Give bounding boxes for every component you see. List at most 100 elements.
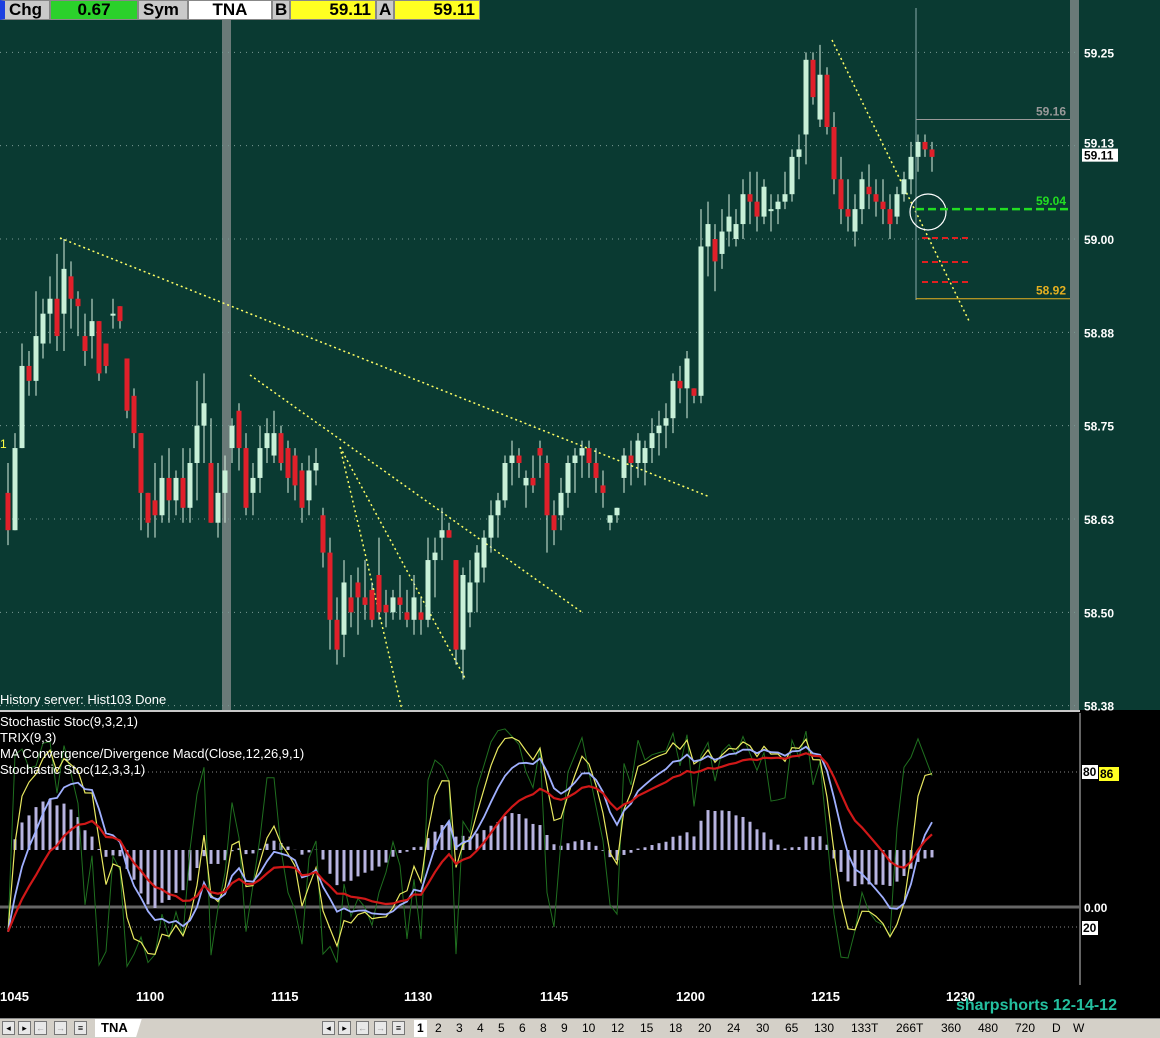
down-candle xyxy=(747,194,753,202)
down-candle xyxy=(453,560,459,650)
down-candle xyxy=(292,455,298,486)
tf-scroll-right-icon[interactable]: → xyxy=(374,1021,387,1035)
timeframe-tab-12[interactable]: 12 xyxy=(611,1021,625,1035)
timeframe-tab-8[interactable]: 8 xyxy=(540,1021,547,1035)
symbol-value[interactable]: TNA xyxy=(188,0,272,20)
x-tick-label: 1145 xyxy=(540,989,568,1004)
down-candle xyxy=(418,612,424,620)
timeframe-tab-5[interactable]: 5 xyxy=(498,1021,505,1035)
up-candle xyxy=(61,268,67,314)
down-candle xyxy=(677,380,683,389)
down-candle xyxy=(397,597,403,605)
down-candle xyxy=(117,306,123,322)
price-panel-bg xyxy=(0,0,1080,710)
up-candle xyxy=(222,470,228,493)
up-candle xyxy=(908,156,914,180)
down-candle xyxy=(68,276,74,299)
indicator-label[interactable]: MA Convergence/Divergence Macd(Close,12,… xyxy=(0,746,305,761)
timeframe-tab-20[interactable]: 20 xyxy=(698,1021,712,1035)
timeframe-tab-65[interactable]: 65 xyxy=(785,1021,799,1035)
down-candle xyxy=(145,492,151,523)
tf-first-icon[interactable]: ◂ xyxy=(322,1021,335,1035)
timeframe-tab-480[interactable]: 480 xyxy=(978,1021,999,1035)
symbol-label: Sym xyxy=(138,0,188,20)
up-candle xyxy=(901,179,907,195)
up-candle xyxy=(215,492,221,523)
down-candle xyxy=(691,388,697,396)
y-tick-label: 58.63 xyxy=(1084,513,1114,527)
indicator-label[interactable]: Stochastic Stoc(12,3,3,1) xyxy=(0,762,146,777)
down-candle xyxy=(124,358,130,411)
down-candle xyxy=(404,612,410,620)
timeframe-tab-30[interactable]: 30 xyxy=(756,1021,770,1035)
down-candle xyxy=(838,179,844,210)
up-candle xyxy=(460,575,466,650)
timeframe-tab-d[interactable]: D xyxy=(1052,1021,1061,1035)
prev-page-icon[interactable]: ▸ xyxy=(18,1021,31,1035)
up-candle xyxy=(614,507,620,516)
timeframe-tab-9[interactable]: 9 xyxy=(561,1021,568,1035)
down-candle xyxy=(278,433,284,463)
timeframe-tab-266t[interactable]: 266T xyxy=(896,1021,924,1035)
up-candle xyxy=(558,492,564,516)
down-candle xyxy=(544,463,550,516)
stoch-fast-label: 80 xyxy=(1083,765,1097,779)
up-candle xyxy=(789,156,795,195)
down-candle xyxy=(600,485,606,493)
up-candle xyxy=(859,179,865,210)
timeframe-tab-360[interactable]: 360 xyxy=(941,1021,962,1035)
down-candle xyxy=(348,597,354,613)
scroll-left-icon[interactable]: ← xyxy=(34,1021,47,1035)
timeframe-tab-6[interactable]: 6 xyxy=(519,1021,526,1035)
bottom-tab-bar: ◂ ▸ ← → ≡ TNA ◂ ▸ ← → ≡ 1 2 3 4 5 6 8 9 10 12 15 18… xyxy=(0,1018,1160,1038)
scroll-right-icon[interactable]: → xyxy=(54,1021,67,1035)
down-candle xyxy=(362,597,368,605)
tf-prev-icon[interactable]: ▸ xyxy=(338,1021,351,1035)
indicator-label[interactable]: TRIX(9,3) xyxy=(0,730,57,745)
down-candle xyxy=(138,433,144,493)
timeframe-tab-24[interactable]: 24 xyxy=(727,1021,741,1035)
up-candle xyxy=(740,194,746,225)
first-page-icon[interactable]: ◂ xyxy=(2,1021,15,1035)
timeframe-tab-w[interactable]: W xyxy=(1073,1021,1085,1035)
down-candle xyxy=(873,194,879,202)
down-candle xyxy=(236,410,242,449)
down-candle xyxy=(299,470,305,508)
down-candle xyxy=(26,365,32,381)
tf-scroll-left-icon[interactable]: ← xyxy=(356,1021,369,1035)
up-candle xyxy=(782,194,788,202)
timeframe-tab-720[interactable]: 720 xyxy=(1015,1021,1036,1035)
up-candle xyxy=(19,365,25,449)
up-candle xyxy=(467,582,473,613)
timeframe-tab-2[interactable]: 2 xyxy=(435,1021,442,1035)
down-candle xyxy=(831,127,837,180)
symbol-tab[interactable]: TNA xyxy=(95,1019,142,1037)
down-candle xyxy=(166,477,172,501)
down-candle xyxy=(810,59,816,98)
up-candle xyxy=(250,477,256,493)
timeframe-tab-10[interactable]: 10 xyxy=(582,1021,596,1035)
timeframe-tab-4[interactable]: 4 xyxy=(477,1021,484,1035)
down-candle xyxy=(54,298,60,337)
timeframe-tab-130[interactable]: 130 xyxy=(814,1021,835,1035)
symbol-list-icon[interactable]: ≡ xyxy=(74,1021,87,1035)
stoch-slow-line xyxy=(7,736,933,955)
timeframe-list-icon[interactable]: ≡ xyxy=(392,1021,405,1035)
up-candle xyxy=(726,216,732,232)
stoch-value-box xyxy=(1099,767,1119,781)
up-candle xyxy=(663,418,669,426)
up-candle xyxy=(257,448,263,478)
indicator-label[interactable]: Stochastic Stoc(9,3,2,1) xyxy=(0,714,139,729)
down-candle xyxy=(103,343,109,366)
timeframe-tab-18[interactable]: 18 xyxy=(669,1021,683,1035)
down-candle xyxy=(327,552,333,620)
up-candle xyxy=(474,552,480,583)
timeframe-tab-3[interactable]: 3 xyxy=(456,1021,463,1035)
timeframe-tab-15[interactable]: 15 xyxy=(640,1021,654,1035)
timeframe-tab-133t[interactable]: 133T xyxy=(851,1021,879,1035)
up-candle xyxy=(775,201,781,210)
up-candle xyxy=(89,321,95,337)
timeframe-tab-1[interactable]: 1 xyxy=(414,1020,427,1037)
status-text: History server: Hist103 Done xyxy=(0,692,167,707)
